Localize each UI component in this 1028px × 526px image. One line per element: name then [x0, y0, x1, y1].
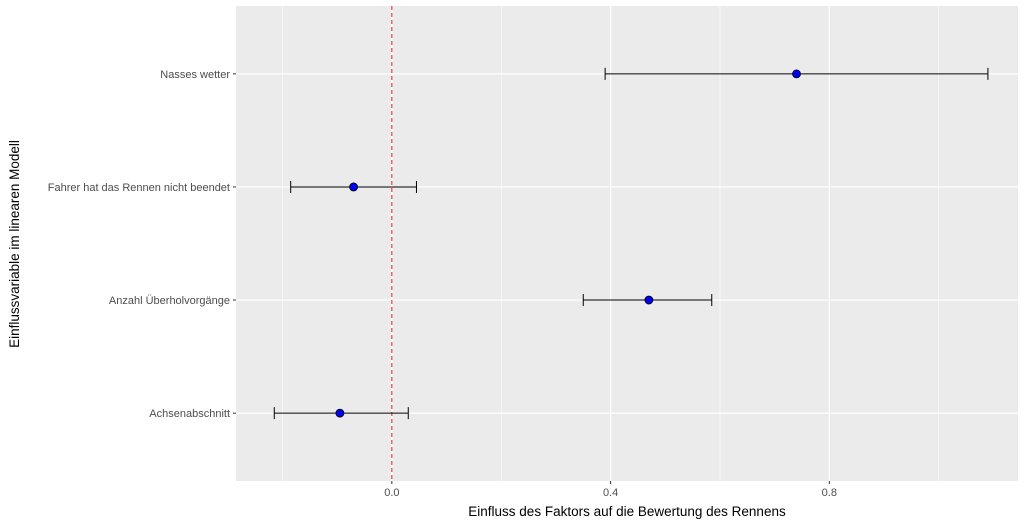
- estimate-point: [792, 69, 801, 79]
- y-axis-ticks: Nasses wetter Fahrer hat das Rennen nicht…: [48, 69, 236, 420]
- plot-panel: [236, 6, 1018, 481]
- x-axis-ticks: 0.0 0.4 0.8: [384, 481, 837, 499]
- estimate-point: [335, 408, 345, 418]
- estimate-point: [644, 295, 654, 305]
- x-tick-label: 0.0: [384, 487, 399, 499]
- y-tick-label: Nasses wetter: [160, 69, 230, 81]
- y-tick-label: Fahrer hat das Rennen nicht beendet: [48, 182, 230, 194]
- x-tick-label: 0.8: [822, 487, 837, 499]
- estimate-points: [335, 69, 801, 418]
- x-tick-label: 0.4: [603, 487, 618, 499]
- minor-gridlines: [282, 6, 940, 481]
- y-tick-label: Anzahl Überholvorgänge: [109, 295, 230, 307]
- x-axis-title: Einfluss des Faktors auf die Bewertung d…: [468, 504, 786, 519]
- y-axis-title: Einflussvariable im linearen Modell: [7, 140, 22, 348]
- y-tick-label: Achsenabschnitt: [149, 408, 230, 420]
- estimate-point: [349, 182, 358, 192]
